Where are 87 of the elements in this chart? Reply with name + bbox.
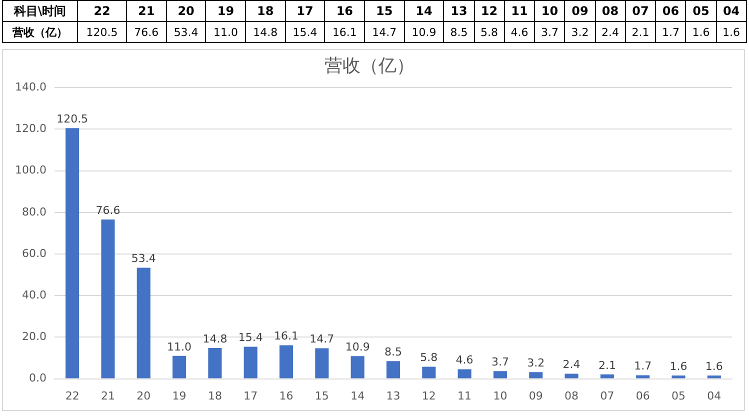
chart-title: 营收（亿） (324, 55, 414, 76)
x-tick-label: 22 (65, 389, 80, 402)
x-tick-label: 21 (100, 389, 115, 402)
y-tick-label: 60.0 (22, 246, 46, 260)
text: 1.6 (722, 26, 740, 38)
category-label: 07 (632, 4, 649, 18)
x-tick-label: 05 (672, 389, 686, 402)
text: 15.4 (292, 26, 318, 38)
text: 14.8 (253, 26, 278, 38)
data-label: 2.4 (562, 358, 580, 372)
text: 5.8 (480, 26, 498, 38)
x-tick-label: 19 (172, 389, 186, 402)
text: 2.4 (601, 26, 619, 38)
category-label: 19 (217, 4, 234, 18)
data-label: 8.5 (384, 345, 402, 358)
data-label: 11.0 (167, 340, 192, 354)
text: 3.2 (571, 26, 589, 38)
x-tick-label: 08 (564, 389, 579, 402)
category-label: 21 (138, 4, 155, 18)
x-tick-label: 18 (208, 389, 222, 402)
text: 11.0 (213, 26, 238, 38)
y-tick-label: 20.0 (22, 330, 46, 344)
data-label: 1.6 (705, 360, 723, 373)
data-label: 3.2 (527, 356, 545, 370)
data-label: 2.1 (598, 358, 616, 372)
text: 2.1 (632, 26, 650, 38)
data-label: 16.1 (274, 330, 299, 343)
y-tick-label: 140.0 (14, 80, 46, 94)
text: 科目\时间 (2, 0, 78, 22)
x-tick-label: 15 (314, 389, 329, 402)
x-tick-label: 13 (386, 389, 400, 402)
data-label: 14.7 (310, 332, 334, 346)
category-label: 18 (257, 4, 274, 18)
y-tick-label: 120.0 (14, 122, 46, 136)
data-label: 3.7 (491, 355, 509, 368)
data-label: 4.6 (456, 354, 474, 367)
text: 8.5 (450, 26, 468, 38)
y-tick-label: 40.0 (22, 288, 46, 302)
text: 120.5 (86, 26, 118, 38)
data-label: 15.4 (238, 331, 263, 344)
category-label: 06 (662, 4, 680, 18)
x-tick-label: 06 (636, 389, 650, 402)
x-tick-label: 07 (600, 389, 614, 402)
category-label: 22 (94, 4, 110, 18)
data-label: 1.6 (670, 360, 688, 373)
x-tick-label: 04 (707, 389, 722, 402)
category-label: 05 (692, 4, 710, 18)
text: 4.6 (510, 26, 528, 38)
category-label: 20 (178, 4, 194, 18)
text: 16.1 (332, 26, 357, 38)
y-tick-label: 100.0 (14, 164, 46, 177)
category-label: 13 (450, 4, 468, 18)
text: 3.7 (540, 26, 558, 38)
text: 76.6 (134, 26, 159, 38)
x-tick-label: 12 (422, 389, 436, 402)
category-label: 14 (416, 4, 432, 18)
x-tick-label: 17 (244, 389, 258, 402)
category-label: 15 (376, 4, 393, 18)
text: 营收（亿） (2, 22, 78, 42)
category-label: 09 (572, 4, 588, 18)
category-label: 17 (296, 4, 314, 18)
x-tick-label: 16 (279, 389, 294, 402)
text: 1.7 (662, 26, 680, 38)
data-label: 10.9 (345, 340, 370, 354)
category-label: 12 (480, 4, 498, 18)
data-label: 53.4 (131, 252, 156, 266)
category-label: 10 (541, 4, 558, 18)
x-tick-label: 09 (528, 389, 543, 402)
category-label: 11 (511, 4, 528, 18)
x-tick-label: 14 (350, 389, 365, 402)
x-tick-label: 11 (458, 389, 472, 402)
data-label: 5.8 (420, 351, 438, 364)
category-label: 04 (722, 4, 740, 18)
x-tick-label: 10 (493, 389, 508, 402)
text: 14.7 (372, 26, 397, 38)
data-label: 76.6 (96, 204, 120, 217)
y-tick-label: 80.0 (22, 205, 46, 218)
data-label: 120.5 (56, 112, 88, 126)
text: 53.4 (174, 26, 198, 38)
data-label: 14.8 (202, 332, 228, 346)
x-tick-label: 20 (136, 389, 151, 402)
y-tick-label: 0.0 (28, 372, 46, 385)
text: 1.6 (692, 26, 710, 38)
category-label: 08 (602, 4, 619, 18)
data-label: 1.7 (634, 360, 652, 373)
category-label: 16 (336, 4, 354, 18)
text: 10.9 (412, 26, 436, 38)
